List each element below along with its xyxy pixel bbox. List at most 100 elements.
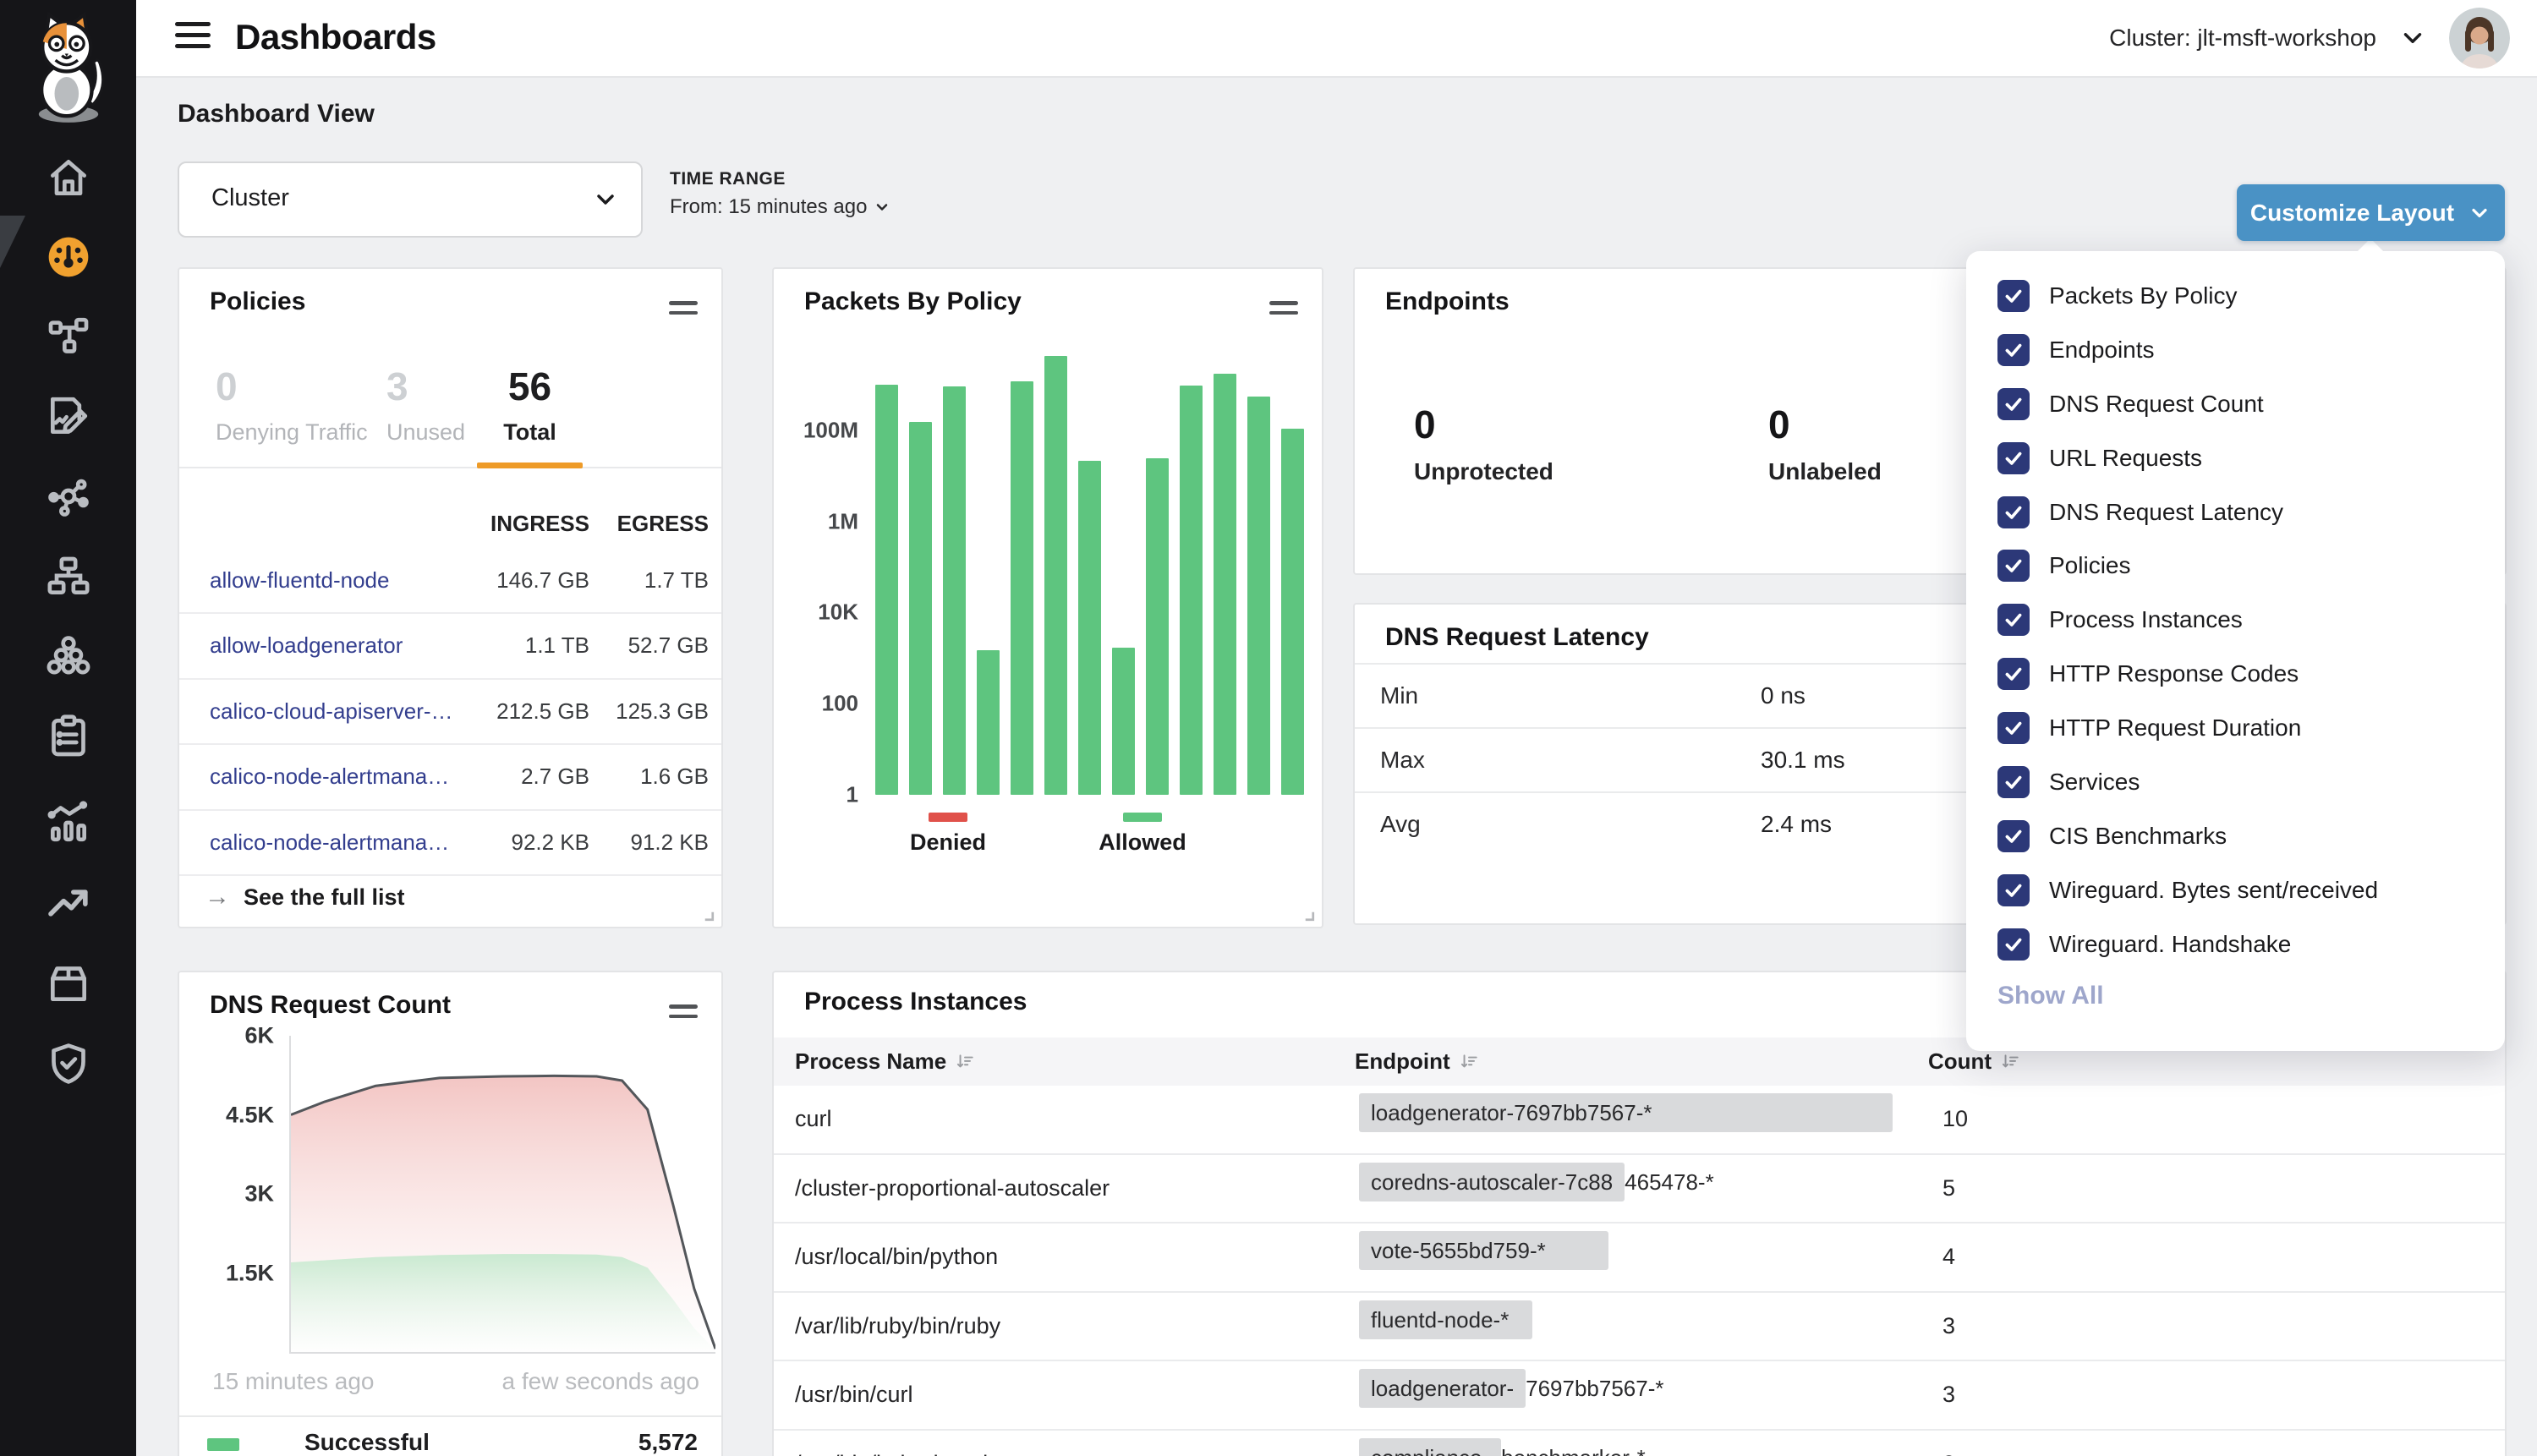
column-header-count[interactable]: Count <box>1928 1037 2020 1086</box>
hamburger-menu-button[interactable] <box>175 22 211 55</box>
widget-toggle-item[interactable]: Endpoints <box>1966 323 2505 377</box>
ingress-value: 2.7 GB <box>521 764 589 790</box>
bar[interactable] <box>1214 374 1236 795</box>
policy-link[interactable]: calico-cloud-apiserver-… <box>210 698 453 724</box>
sidebar-item-service-graph[interactable] <box>45 553 92 600</box>
widget-toggle-item[interactable]: URL Requests <box>1966 431 2505 485</box>
cluster-switcher[interactable]: Cluster: jlt-msft-workshop <box>2109 25 2376 51</box>
widget-toggle-item[interactable]: Services <box>1966 755 2505 809</box>
sidebar-item-compliance-reports[interactable] <box>45 713 92 760</box>
checkbox-checked[interactable] <box>1997 928 2030 961</box>
bar[interactable] <box>1112 647 1135 795</box>
dashboard-view-select[interactable]: Cluster <box>178 161 643 238</box>
widget-toggle-item[interactable]: CIS Benchmarks <box>1966 809 2505 863</box>
checkbox-checked[interactable] <box>1997 819 2030 852</box>
widget-toggle-item[interactable]: HTTP Response Codes <box>1966 647 2505 701</box>
policy-link[interactable]: calico-node-alertmana… <box>210 764 450 790</box>
bar[interactable] <box>909 422 932 795</box>
drag-handle-icon[interactable] <box>1269 301 1298 320</box>
bar[interactable] <box>1281 428 1304 795</box>
sidebar-item-clusters[interactable] <box>45 632 92 680</box>
widget-toggle-item[interactable]: Process Instances <box>1966 593 2505 647</box>
see-full-list-link[interactable]: → See the full list <box>205 883 405 911</box>
legend-allowed[interactable]: Allowed <box>1075 813 1210 856</box>
sidebar-item-network-policies[interactable] <box>45 313 92 360</box>
sidebar-item-activity-stats[interactable] <box>45 799 92 846</box>
table-row: /var/lib/ruby/bin/ruby fluentd-node-* 3 <box>774 1293 2505 1361</box>
bar[interactable] <box>875 384 898 795</box>
checkbox-checked[interactable] <box>1997 441 2030 474</box>
policy-link[interactable]: allow-loadgenerator <box>210 632 403 659</box>
check-icon <box>2005 829 2022 843</box>
sidebar-item-security[interactable] <box>45 1040 92 1087</box>
egress-value: 52.7 GB <box>627 632 709 659</box>
checkbox-checked[interactable] <box>1997 873 2030 906</box>
show-all-link[interactable]: Show All <box>1997 981 2104 1010</box>
check-icon <box>2005 343 2022 357</box>
checkbox-checked[interactable] <box>1997 658 2030 691</box>
widget-toggle-item[interactable]: DNS Request Count <box>1966 377 2505 431</box>
bar[interactable] <box>1146 458 1169 795</box>
bar[interactable] <box>977 649 1000 795</box>
checkbox-checked[interactable] <box>1997 712 2030 745</box>
sidebar-item-policy-recommendations[interactable] <box>45 392 92 440</box>
sidebar-item-packages[interactable] <box>45 960 92 1007</box>
column-header-endpoint[interactable]: Endpoint <box>1355 1037 1479 1086</box>
sidebar-item-trends[interactable] <box>45 879 92 927</box>
widget-toggle-item[interactable]: Wireguard. Handshake <box>1966 917 2505 972</box>
checkbox-checked[interactable] <box>1997 495 2030 528</box>
bar[interactable] <box>1078 461 1101 795</box>
column-header-process-name[interactable]: Process Name <box>795 1037 975 1086</box>
y-tick-label: 1 <box>846 781 858 807</box>
time-range-value[interactable]: From: 15 minutes ago <box>670 195 890 219</box>
calico-cat-logo[interactable] <box>22 12 115 123</box>
widget-toggle-item[interactable]: Wireguard. Bytes sent/received <box>1966 863 2505 917</box>
resize-handle[interactable] <box>1300 906 1315 922</box>
widget-toggle-label: CIS Benchmarks <box>2049 822 2227 849</box>
y-tick-label: 100M <box>803 417 858 443</box>
widget-toggle-item[interactable]: DNS Request Latency <box>1966 485 2505 539</box>
customize-layout-button[interactable]: Customize Layout <box>2237 184 2505 241</box>
sidebar-item-dashboards-active[interactable] <box>45 233 92 281</box>
molecule-icon <box>47 479 89 517</box>
legend-label[interactable]: Successful <box>304 1429 430 1455</box>
drag-handle-icon[interactable] <box>669 1004 698 1024</box>
stat-total[interactable]: 56 Total <box>503 364 556 445</box>
check-icon <box>2005 397 2022 411</box>
column-header-egress[interactable]: EGRESS <box>616 511 709 536</box>
widget-toggle-item[interactable]: Policies <box>1966 539 2505 593</box>
avatar[interactable] <box>2449 8 2510 68</box>
checkbox-checked[interactable] <box>1997 387 2030 420</box>
bar[interactable] <box>1044 355 1067 795</box>
column-header-ingress[interactable]: INGRESS <box>490 511 589 536</box>
widget-toggle-item[interactable]: Packets By Policy <box>1966 269 2505 323</box>
policy-link[interactable]: calico-node-alertmana… <box>210 829 450 855</box>
count-value: 10 <box>1942 1106 1969 1131</box>
bar[interactable] <box>1180 386 1203 795</box>
checkbox-checked[interactable] <box>1997 279 2030 312</box>
endpoint-rest: 465478-* <box>1625 1169 1714 1195</box>
chevron-down-icon[interactable] <box>2398 24 2427 52</box>
resize-handle[interactable] <box>699 906 715 922</box>
bar[interactable] <box>1247 397 1270 795</box>
checkbox-checked[interactable] <box>1997 550 2030 583</box>
drag-handle-icon[interactable] <box>669 301 698 320</box>
stat-denying-traffic[interactable]: 0 Denying Traffic <box>216 364 368 445</box>
process-name: /usr/bin/curl <box>795 1382 913 1407</box>
stat-unused[interactable]: 3 Unused <box>386 364 466 445</box>
checkbox-checked[interactable] <box>1997 604 2030 637</box>
policy-link[interactable]: allow-fluentd-node <box>210 567 390 593</box>
packets-by-policy-card: Packets By Policy 100M 1M 10K 100 1 Denied A… <box>772 267 1323 928</box>
checkbox-checked[interactable] <box>1997 333 2030 366</box>
y-tick-label: 4.5K <box>225 1102 274 1127</box>
sidebar <box>0 0 136 1456</box>
legend-denied[interactable]: Denied <box>880 813 1016 856</box>
sidebar-item-flow-visualizations[interactable] <box>45 473 92 520</box>
check-icon <box>2005 506 2022 519</box>
bar[interactable] <box>943 386 966 795</box>
table-row: allow-loadgenerator 1.1 TB 52.7 GB <box>179 614 721 680</box>
bar[interactable] <box>1011 380 1033 795</box>
sidebar-item-home[interactable] <box>45 154 92 201</box>
checkbox-checked[interactable] <box>1997 765 2030 798</box>
widget-toggle-item[interactable]: HTTP Request Duration <box>1966 701 2505 755</box>
